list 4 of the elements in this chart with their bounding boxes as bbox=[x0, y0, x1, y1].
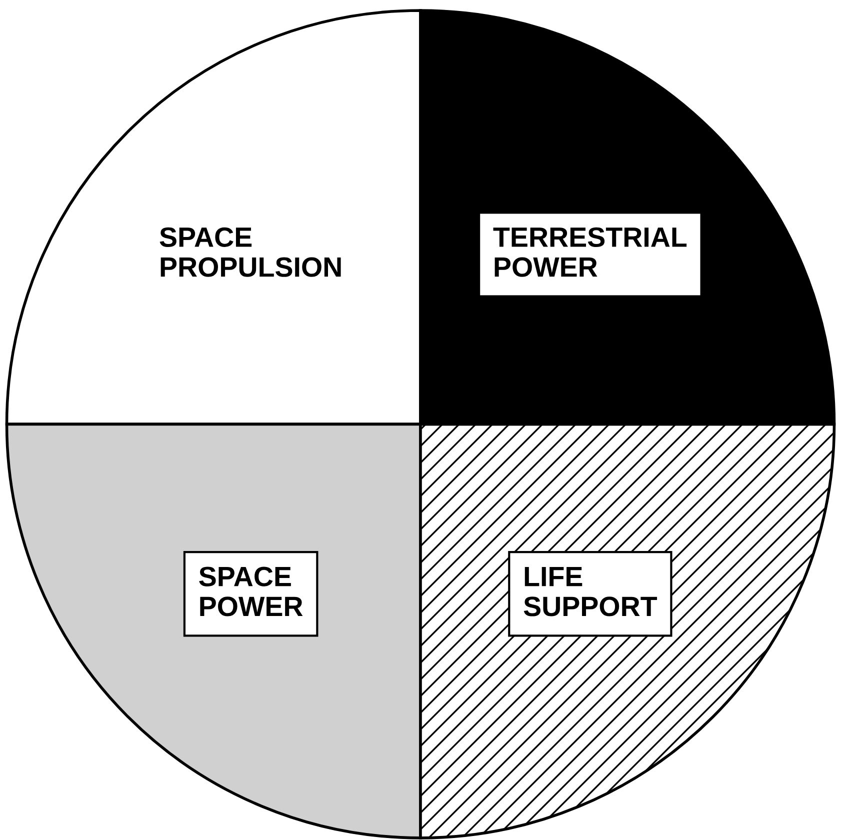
slice-label: LIFE SUPPORT bbox=[524, 566, 658, 616]
slice-label: SPACE PROPULSION bbox=[160, 227, 341, 277]
slice-label: SPACE POWER bbox=[199, 566, 303, 616]
slice-label: TERRESTRIAL POWER bbox=[493, 227, 687, 277]
